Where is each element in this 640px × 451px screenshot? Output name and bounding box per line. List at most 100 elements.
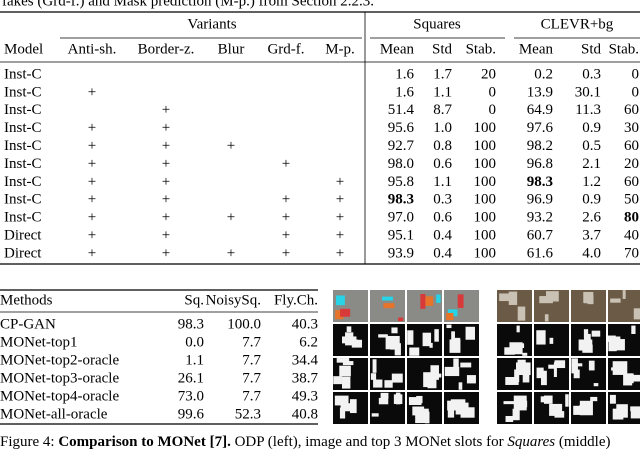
table-cell: 52.3 — [235, 406, 261, 422]
image-blob — [398, 317, 404, 322]
table-cell: 1.0 — [433, 120, 452, 136]
table-cell: + — [336, 210, 344, 226]
table-cell: + — [227, 138, 235, 154]
image-blob — [537, 334, 542, 342]
table-cell: 100 — [474, 210, 497, 226]
image-blob — [425, 377, 436, 385]
table-cell: + — [162, 156, 170, 172]
table-cell: 20 — [624, 156, 639, 172]
table-cell: + — [88, 138, 96, 154]
table-cell: 0.8 — [433, 138, 452, 154]
image-blob — [573, 405, 581, 415]
table-cell: 100 — [474, 228, 497, 244]
image-blob — [447, 309, 458, 317]
table-cell: 95.6 — [388, 120, 415, 136]
image-blob — [335, 310, 344, 320]
table-cell: + — [88, 192, 96, 208]
image-blob — [383, 303, 395, 309]
image-blob — [588, 360, 595, 371]
image-blob — [391, 373, 403, 383]
image-blob — [447, 400, 457, 411]
table-cell: 0 — [489, 102, 497, 118]
table-cell: 1.1 — [433, 174, 452, 190]
image-blob — [522, 352, 528, 356]
image-blob — [342, 361, 354, 366]
image-blob — [455, 402, 469, 415]
image-blob — [622, 290, 626, 299]
table-cell: 98.3 — [178, 316, 204, 332]
table-cell: 92.7 — [388, 138, 415, 154]
table-cell: + — [282, 210, 290, 226]
image-blob — [579, 400, 593, 416]
image-blob — [499, 293, 510, 302]
column-header: Anti-sh. — [68, 41, 117, 57]
image-blob — [514, 369, 520, 383]
table-cell: + — [88, 210, 96, 226]
caption-italic: Squares — [507, 434, 555, 450]
table-cell: 95.8 — [388, 174, 414, 190]
table-cell: + — [282, 245, 290, 261]
image-blob — [505, 415, 514, 422]
image-blob — [546, 291, 559, 302]
image-blob — [391, 327, 398, 334]
table-cell: + — [88, 156, 96, 172]
table-cell: Inst-C — [4, 192, 42, 208]
table-cell: + — [336, 174, 344, 190]
table-cell: 40.8 — [292, 406, 318, 422]
table-cell: 30 — [624, 120, 639, 136]
image-blob — [449, 339, 461, 353]
image-blob — [340, 308, 351, 317]
table-cell: 100 — [474, 138, 497, 154]
image-blob — [420, 293, 426, 309]
image-blob — [429, 342, 433, 348]
image-blob — [354, 339, 358, 348]
table-cell: 99.6 — [178, 406, 205, 422]
table-cell: 64.9 — [527, 102, 553, 118]
table-cell: + — [162, 174, 170, 190]
table-cell: + — [162, 192, 170, 208]
image-blob — [548, 364, 556, 369]
table-cell: 60 — [624, 174, 639, 190]
table-cell: 38.7 — [292, 370, 319, 386]
image-blob — [593, 383, 599, 387]
image-blob — [378, 397, 389, 405]
table-cell: Inst-C — [4, 102, 42, 118]
image-blob — [384, 380, 393, 388]
table-cell: 1.7 — [433, 66, 452, 82]
table-cell: 100 — [474, 174, 497, 190]
table-cell: 0.4 — [433, 228, 452, 244]
image-blob — [336, 295, 345, 306]
table-cell: 30.1 — [575, 84, 601, 100]
table-cell: Inst-C — [4, 66, 42, 82]
image-blob — [630, 406, 640, 419]
image-blob — [571, 358, 578, 374]
image-blob — [608, 341, 617, 352]
image-blob — [609, 394, 616, 404]
table-cell: 51.4 — [388, 102, 415, 118]
image-blob — [457, 294, 464, 308]
image-blob — [409, 347, 420, 356]
table-cell: + — [88, 84, 96, 100]
table-cell: + — [162, 210, 170, 226]
column-header: Std — [432, 41, 453, 57]
image-blob — [425, 296, 434, 306]
table-cell: 93.2 — [527, 210, 553, 226]
table-cell: 98.3 — [388, 192, 414, 208]
image-blob — [380, 392, 389, 399]
image-blob — [432, 373, 442, 378]
table-cell: 70 — [624, 245, 639, 261]
image-blob — [446, 312, 454, 321]
table-cell: + — [88, 120, 96, 136]
image-blob — [372, 359, 377, 373]
image-blob — [395, 392, 401, 405]
table-cell: 2.1 — [582, 156, 601, 172]
table-cell: 7.7 — [242, 352, 261, 368]
table-cell: 61.6 — [527, 245, 554, 261]
image-blob — [373, 379, 383, 388]
table-cell: CP-GAN — [0, 316, 56, 332]
column-header: Stab. — [466, 41, 496, 57]
table-cell: + — [282, 228, 290, 244]
caption-label: Figure 4: — [0, 434, 55, 450]
table-cell: 60.7 — [527, 228, 554, 244]
image-blob — [453, 358, 459, 368]
